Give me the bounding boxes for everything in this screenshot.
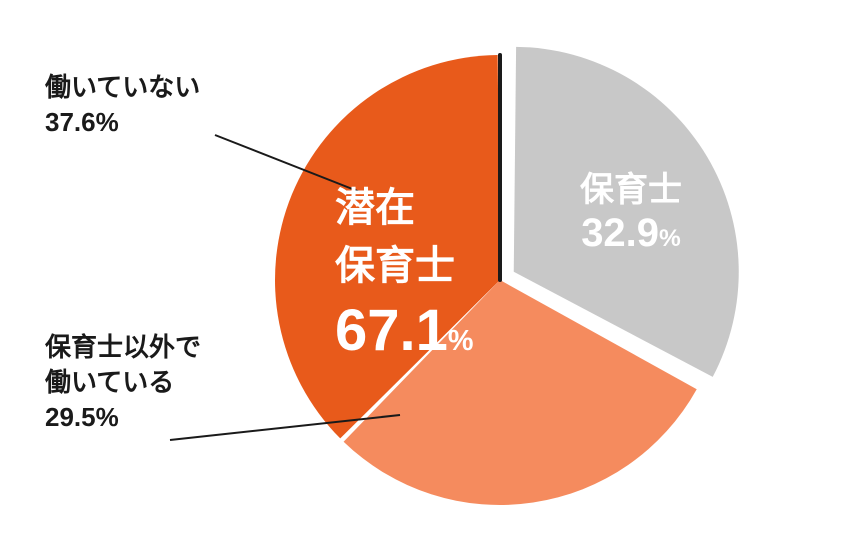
slice-label-senzai-hoikushi: 潜在 保育士 67.1% [335, 175, 474, 364]
senzai-line1: 潜在 [335, 186, 415, 230]
callout-not-working-line2: 37.6% [45, 105, 200, 140]
hoikushi-value: 32.9 [581, 211, 659, 255]
callout-other-work-line1: 保育士以外で [45, 330, 201, 365]
senzai-value: 67.1 [335, 298, 448, 363]
hoikushi-line1: 保育士 [580, 171, 682, 209]
slice-label-hoikushi: 保育士 32.9% [580, 162, 682, 256]
hoikushi-percent-sign: % [659, 225, 681, 252]
callout-not-working: 働いていない 37.6% [45, 70, 200, 140]
callout-other-work-line3: 29.5% [45, 400, 201, 435]
senzai-percent-sign: % [448, 325, 474, 357]
callout-other-work-line2: 働いている [45, 365, 201, 400]
callout-other-work: 保育士以外で 働いている 29.5% [45, 330, 201, 435]
callout-not-working-line1: 働いていない [45, 70, 200, 105]
pie-chart-stage: 潜在 保育士 67.1% 保育士 32.9% 働いていない 37.6% 保育士以… [0, 0, 860, 550]
senzai-line2: 保育士 [335, 244, 455, 288]
